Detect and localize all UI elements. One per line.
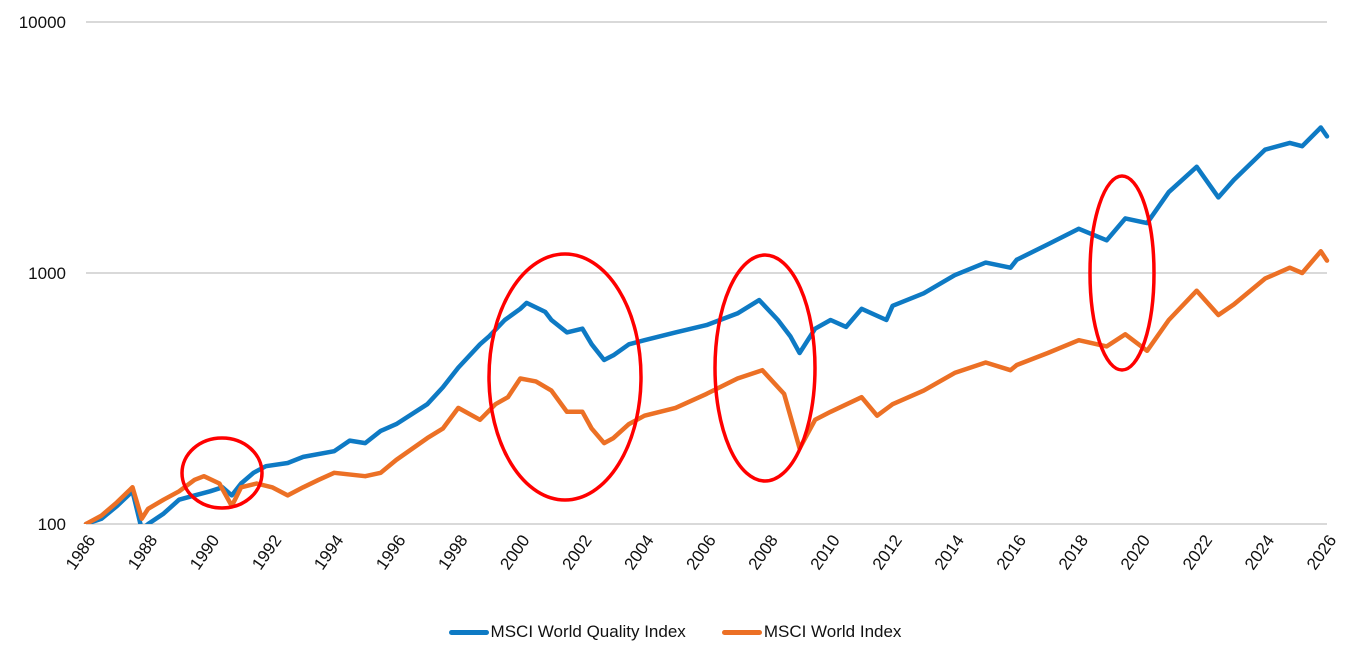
series-line-quality bbox=[83, 125, 1330, 524]
x-axis-labels: 1986 1988 1990 1992 1994 1996 1998 2000 2002 2004… bbox=[62, 531, 1340, 573]
x-tick-label: 2004 bbox=[620, 531, 657, 573]
legend-item-quality[interactable]: MSCI World Quality Index bbox=[448, 622, 686, 642]
y-tick-label: 100 bbox=[38, 515, 66, 534]
x-tick-label: 1986 bbox=[62, 531, 99, 573]
x-tick-label: 2018 bbox=[1055, 531, 1092, 573]
legend-label-quality: MSCI World Quality Index bbox=[490, 622, 686, 641]
y-tick-label: 1000 bbox=[28, 264, 66, 283]
gridlines bbox=[86, 21, 1327, 525]
highlight-ellipse bbox=[487, 252, 643, 502]
x-tick-label: 2016 bbox=[993, 531, 1030, 573]
legend-swatch-world bbox=[721, 629, 762, 635]
legend-label-world: MSCI World Index bbox=[763, 622, 902, 641]
highlight-ellipse bbox=[1088, 174, 1156, 372]
x-tick-label: 2026 bbox=[1303, 531, 1340, 573]
x-tick-label: 2008 bbox=[745, 531, 782, 573]
x-tick-label: 2000 bbox=[496, 531, 533, 573]
x-tick-label: 2002 bbox=[558, 531, 595, 573]
series-line-world bbox=[83, 249, 1330, 524]
legend: MSCI World Quality Index MSCI World Inde… bbox=[0, 622, 1350, 642]
x-tick-label: 2022 bbox=[1179, 531, 1216, 573]
x-tick-label: 2006 bbox=[683, 531, 720, 573]
series-lines bbox=[83, 125, 1330, 524]
x-tick-label: 2014 bbox=[931, 531, 968, 573]
x-tick-label: 1994 bbox=[310, 531, 347, 573]
x-tick-label: 1992 bbox=[248, 531, 285, 573]
legend-item-world[interactable]: MSCI World Index bbox=[721, 622, 902, 642]
x-tick-label: 1990 bbox=[186, 531, 223, 573]
y-tick-label: 10000 bbox=[19, 13, 66, 32]
x-tick-label: 2010 bbox=[807, 531, 844, 573]
x-tick-label: 1988 bbox=[124, 531, 161, 573]
x-tick-label: 1998 bbox=[434, 531, 471, 573]
highlight-ellipse bbox=[180, 436, 264, 510]
x-tick-label: 2020 bbox=[1117, 531, 1154, 573]
y-axis-labels: 100 1000 10000 bbox=[19, 13, 66, 534]
highlight-ellipse bbox=[713, 253, 817, 483]
annotations bbox=[180, 174, 1156, 510]
x-tick-label: 2012 bbox=[869, 531, 906, 573]
x-tick-label: 2024 bbox=[1241, 531, 1278, 573]
x-tick-label: 1996 bbox=[372, 531, 409, 573]
legend-swatch-quality bbox=[448, 629, 489, 635]
